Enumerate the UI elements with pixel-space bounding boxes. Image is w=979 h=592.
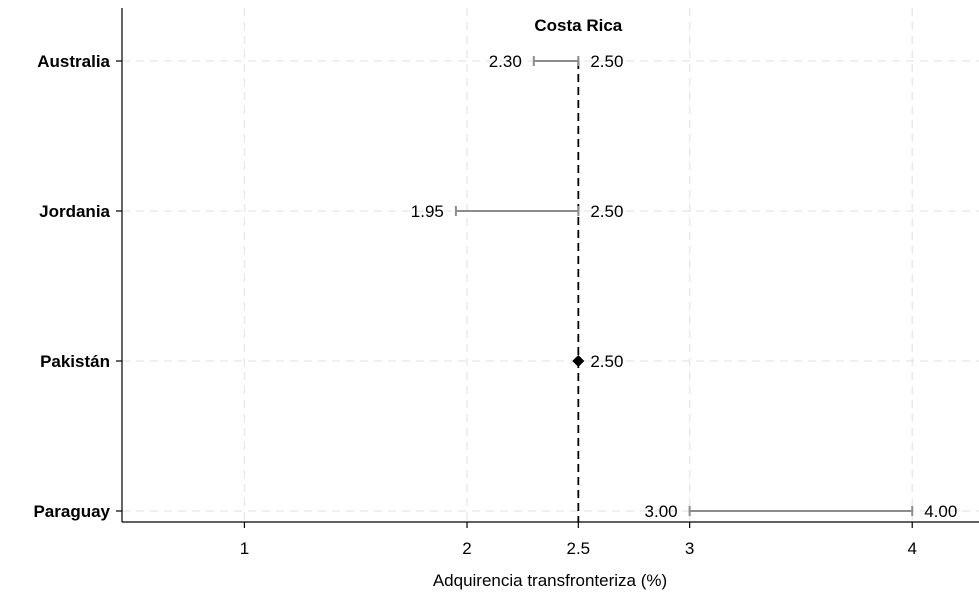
axes-layer: 1 2 2.5 3 4 Australia Jordania Pakistán Paraguay <box>33 8 979 558</box>
x-axis-title: Adquirencia transfronteriza (%) <box>433 571 667 590</box>
low-value-label: 2.30 <box>489 52 522 71</box>
country-label: Paraguay <box>33 502 110 521</box>
x-tick-label: 1 <box>240 539 249 558</box>
country-label: Pakistán <box>40 352 110 371</box>
label-layer: 2.30 2.50 1.95 2.50 2.50 3.00 4.00 <box>411 52 958 521</box>
x-tick-label: 4 <box>907 539 916 558</box>
high-value-label: 2.50 <box>590 52 623 71</box>
high-value-label: 2.50 <box>590 352 623 371</box>
grid-layer <box>122 8 979 522</box>
x-tick-label: 2.5 <box>567 539 591 558</box>
range-marker <box>572 355 585 367</box>
high-value-label: 4.00 <box>924 502 957 521</box>
range-layer <box>454 56 914 516</box>
x-tick-label: 2 <box>462 539 471 558</box>
x-tick-label: 3 <box>685 539 694 558</box>
country-label: Jordania <box>39 202 110 221</box>
high-value-label: 2.50 <box>590 202 623 221</box>
country-label: Australia <box>37 52 110 71</box>
low-value-label: 3.00 <box>645 502 678 521</box>
reference-layer: Costa Rica <box>534 16 623 522</box>
reference-label: Costa Rica <box>534 16 622 35</box>
low-value-label: 1.95 <box>411 202 444 221</box>
